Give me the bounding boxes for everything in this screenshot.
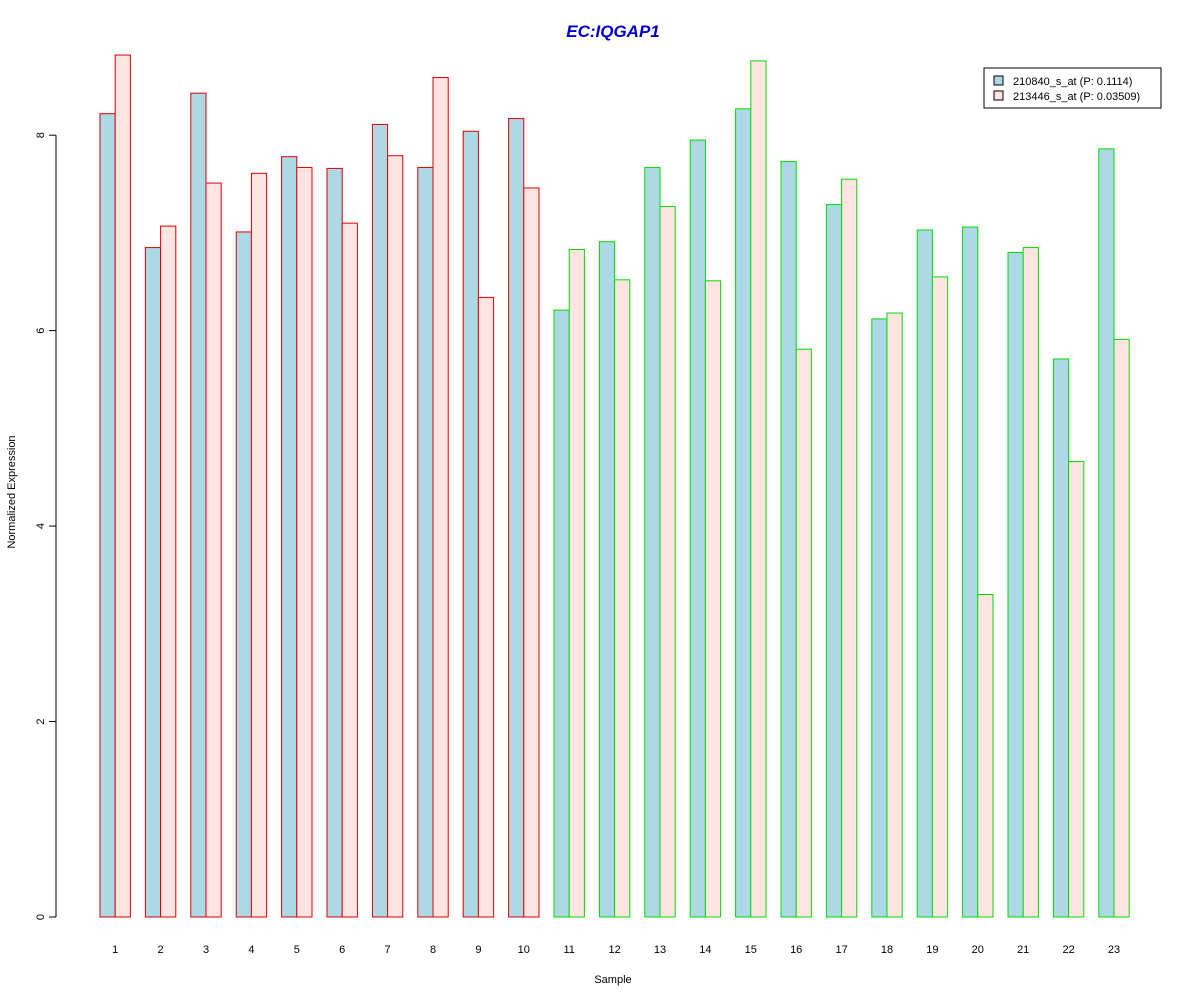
y-tick-label: 8 bbox=[35, 132, 47, 138]
x-tick-label: 1 bbox=[112, 944, 118, 956]
bar-sample-6-series-2 bbox=[341, 222, 358, 918]
bar-sample-15-series-2 bbox=[750, 60, 767, 918]
x-tick-labels: 1 2 3 4 5 6 7 8 9 10 11 12 13 14 15 16 17 18 19 20 21 22 23 bbox=[112, 944, 1120, 956]
bar-sample-18-series-2 bbox=[886, 312, 903, 918]
x-tick-label: 8 bbox=[430, 944, 436, 956]
bar-sample-9-series-2 bbox=[477, 296, 495, 918]
bar-sample-4-series-2 bbox=[250, 172, 268, 918]
bar-sample-17-series-2 bbox=[841, 178, 858, 918]
y-tick-label: 2 bbox=[35, 718, 47, 724]
x-tick-label: 19 bbox=[926, 944, 938, 956]
bar-sample-17-series-1 bbox=[825, 204, 843, 918]
x-tick-label: 23 bbox=[1108, 944, 1120, 956]
legend: 210840_s_at (P: 0.1114) 213446_s_at (P: … bbox=[983, 67, 1162, 109]
y-tick-label: 0 bbox=[35, 914, 47, 920]
x-tick-label: 2 bbox=[158, 944, 164, 956]
legend-label-series-2: 213446_s_at (P: 0.03509) bbox=[1013, 91, 1140, 103]
x-tick-label: 17 bbox=[835, 944, 847, 956]
bar-sample-2-series-1 bbox=[144, 247, 162, 918]
x-tick-label: 18 bbox=[881, 944, 893, 956]
bar-sample-8-series-2 bbox=[432, 77, 449, 918]
legend-label-series-1: 210840_s_at (P: 0.1114) bbox=[1013, 76, 1132, 88]
x-tick-label: 13 bbox=[654, 944, 666, 956]
x-tick-label: 22 bbox=[1062, 944, 1074, 956]
x-axis-label: Sample bbox=[594, 974, 631, 986]
y-tick-label: 6 bbox=[35, 328, 47, 334]
bar-sample-19-series-2 bbox=[931, 276, 949, 918]
x-tick-label: 7 bbox=[385, 944, 391, 956]
y-axis: 0 2 4 6 8 bbox=[35, 132, 57, 920]
bar-sample-22-series-2 bbox=[1068, 461, 1085, 918]
bar-sample-18-series-1 bbox=[871, 318, 888, 918]
bar-sample-20-series-1 bbox=[962, 226, 979, 918]
bar-sample-8-series-1 bbox=[417, 166, 434, 918]
bar-sample-23-series-2 bbox=[1113, 338, 1130, 918]
bar-sample-5-series-1 bbox=[281, 156, 298, 918]
bar-sample-9-series-1 bbox=[462, 130, 479, 918]
bar-sample-13-series-1 bbox=[644, 166, 661, 918]
x-tick-label: 5 bbox=[294, 944, 300, 956]
x-tick-label: 9 bbox=[475, 944, 481, 956]
chart-title: EC:IQGAP1 bbox=[566, 22, 660, 41]
bar-sample-2-series-2 bbox=[160, 225, 177, 918]
x-tick-label: 20 bbox=[972, 944, 984, 956]
x-tick-label: 12 bbox=[608, 944, 620, 956]
bar-sample-1-series-2 bbox=[114, 54, 131, 918]
x-tick-label: 3 bbox=[203, 944, 209, 956]
bar-sample-13-series-2 bbox=[659, 206, 676, 918]
x-tick-label: 11 bbox=[563, 944, 574, 956]
bar-sample-12-series-1 bbox=[598, 241, 616, 918]
legend-box bbox=[983, 67, 1162, 109]
x-tick-label: 21 bbox=[1017, 944, 1029, 956]
legend-swatch-series-1 bbox=[993, 75, 1004, 86]
bars-group bbox=[99, 54, 1130, 918]
bar-sample-16-series-2 bbox=[795, 348, 812, 918]
legend-swatch-series-2 bbox=[993, 90, 1004, 101]
bar-sample-4-series-1 bbox=[235, 231, 252, 918]
bar-sample-12-series-2 bbox=[614, 279, 631, 918]
y-axis-label: Normalized Expression bbox=[6, 435, 18, 548]
bar-sample-3-series-1 bbox=[190, 92, 207, 918]
x-tick-label: 4 bbox=[248, 944, 254, 956]
bar-sample-11-series-1 bbox=[553, 309, 570, 918]
x-tick-label: 10 bbox=[518, 944, 530, 956]
bar-sample-7-series-1 bbox=[371, 123, 389, 918]
bar-sample-1-series-1 bbox=[99, 113, 116, 918]
bar-sample-21-series-2 bbox=[1022, 247, 1039, 918]
bar-sample-23-series-1 bbox=[1098, 148, 1115, 918]
bar-sample-10-series-1 bbox=[508, 118, 525, 918]
y-tick-label: 4 bbox=[35, 523, 47, 529]
bar-sample-5-series-2 bbox=[296, 166, 313, 918]
bar-sample-19-series-1 bbox=[916, 229, 933, 918]
x-tick-label: 15 bbox=[745, 944, 757, 956]
x-tick-label: 14 bbox=[699, 944, 711, 956]
bar-sample-14-series-2 bbox=[704, 280, 722, 918]
bar-sample-20-series-2 bbox=[977, 594, 994, 918]
bar-sample-6-series-1 bbox=[326, 167, 343, 918]
bar-sample-7-series-2 bbox=[387, 155, 404, 918]
bar-sample-10-series-2 bbox=[523, 187, 540, 918]
bar-sample-16-series-1 bbox=[780, 161, 797, 918]
x-tick-label: 16 bbox=[790, 944, 802, 956]
x-tick-label: 6 bbox=[339, 944, 345, 956]
bar-sample-15-series-1 bbox=[735, 108, 752, 918]
bar-sample-14-series-1 bbox=[689, 139, 706, 918]
bar-sample-21-series-1 bbox=[1007, 251, 1024, 918]
bar-sample-11-series-2 bbox=[568, 249, 585, 918]
bar-sample-22-series-1 bbox=[1052, 358, 1070, 918]
bar-sample-3-series-2 bbox=[205, 182, 222, 918]
